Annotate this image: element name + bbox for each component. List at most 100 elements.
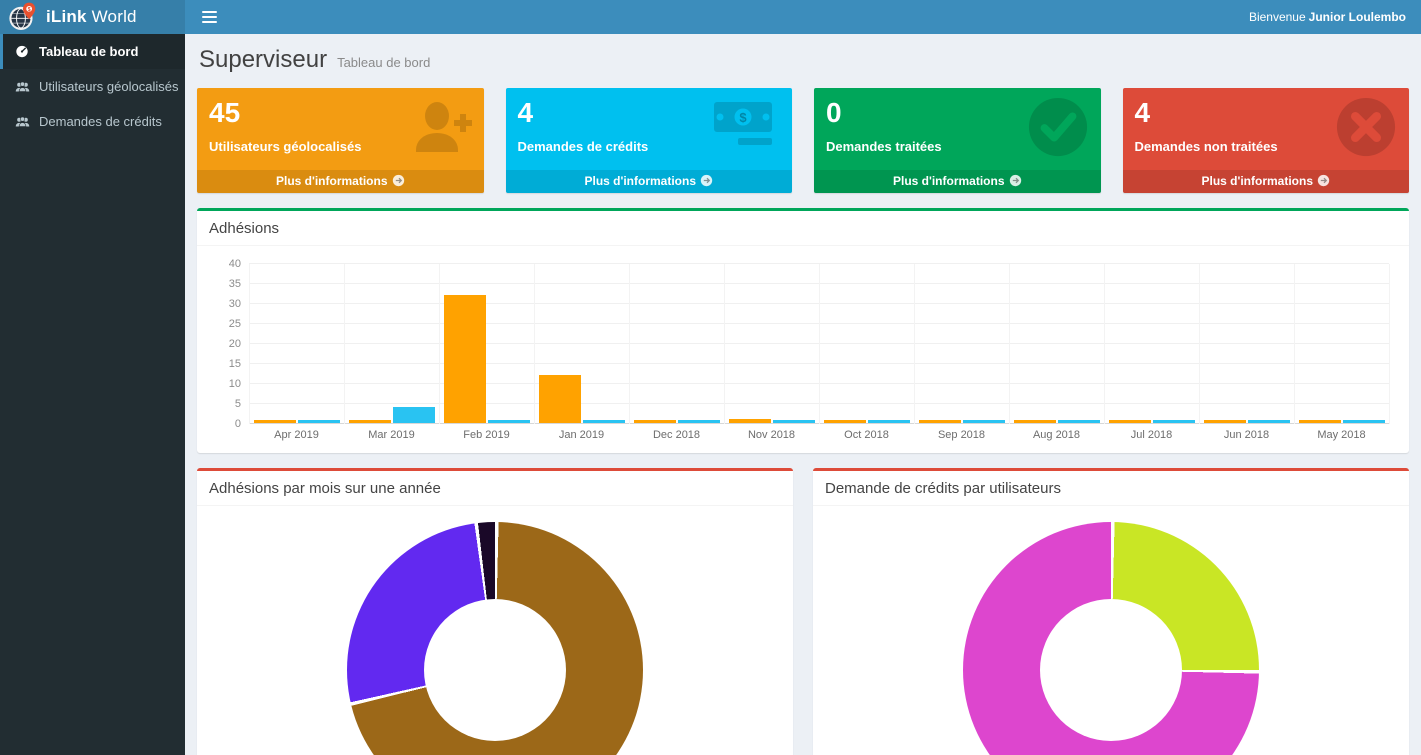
bar-serie-orange <box>918 419 961 423</box>
donut-panels-row: Adhésions par mois sur une année Demande… <box>197 467 1409 755</box>
sidebar-item-demandes-de-credits[interactable]: Demandes de crédits <box>0 104 185 139</box>
bar-serie-orange <box>253 419 296 423</box>
users-icon <box>14 81 30 93</box>
brand-name: iLink World <box>46 7 137 26</box>
sidebar-item-utilisateurs-geolocalises[interactable]: Utilisateurs géolocalisés <box>0 69 185 104</box>
x-axis-labels: Apr 2019 Mar 2019 Feb 2019 Jan 2019 Dec 2018… <box>249 429 1389 441</box>
sidebar-item-label: Tableau de bord <box>39 44 139 59</box>
x-tick-label: Aug 2018 <box>1032 428 1081 441</box>
sidebar-item-label: Utilisateurs géolocalisés <box>39 79 179 94</box>
stat-card: 4 Demandes de crédits $ <box>505 88 792 193</box>
svg-text:$: $ <box>28 7 31 13</box>
bar-serie-orange <box>823 419 866 423</box>
bar-serie-bleue <box>1057 419 1100 423</box>
x-tick-label: Sep 2018 <box>937 428 986 441</box>
gridline-x <box>249 263 250 424</box>
gridline-x <box>1389 263 1390 424</box>
user-plus-icon <box>408 96 472 163</box>
bar-group <box>914 419 1009 423</box>
bar-serie-bleue <box>772 419 815 423</box>
x-tick-label: Jan 2019 <box>558 428 605 441</box>
bar-chart: 0 5 10 15 20 25 30 35 40 <box>229 256 1390 430</box>
gridline-x <box>534 263 535 424</box>
gridline-x <box>629 263 630 424</box>
gridline-x <box>439 263 440 424</box>
gridline-x <box>914 263 915 424</box>
bar-serie-bleue <box>1152 419 1195 423</box>
panel-title: Adhésions par mois sur une année <box>197 471 793 506</box>
bar-serie-bleue <box>487 419 530 423</box>
gridline-x <box>1199 263 1200 424</box>
bar-serie-bleue <box>392 406 435 423</box>
bar-group <box>1009 419 1104 423</box>
page-title: Superviseur <box>199 46 328 73</box>
y-tick-label: 0 <box>234 417 241 430</box>
sidebar-item-label: Demandes de crédits <box>39 114 162 129</box>
bar-serie-bleue <box>582 419 625 423</box>
bar-group <box>344 406 439 423</box>
bar-serie-orange <box>1298 419 1341 423</box>
hamburger-icon[interactable] <box>198 5 221 29</box>
more-info-link[interactable]: Plus d'informations <box>814 169 1101 193</box>
x-tick-label: Nov 2018 <box>747 428 796 441</box>
gridline-x <box>819 263 820 424</box>
adhesions-panel: Adhésions 0 5 10 15 20 25 30 35 40 Apr 2019 Mar 2… <box>197 207 1409 453</box>
globe-pin-logo-icon: $ <box>8 2 38 32</box>
welcome-prefix: Bienvenue <box>1248 10 1306 24</box>
sidebar-item-tableau-de-bord[interactable]: Tableau de bord <box>0 34 185 69</box>
x-tick-label: Feb 2019 <box>463 428 510 441</box>
gridline-y <box>249 262 1389 264</box>
bar-serie-bleue <box>1247 419 1290 423</box>
svg-text:$: $ <box>739 110 747 125</box>
y-tick-label: 5 <box>234 397 241 410</box>
arrow-circle-right-icon <box>392 174 405 187</box>
gridline-x <box>1009 263 1010 424</box>
x-tick-label: Dec 2018 <box>652 428 701 441</box>
adhesions-donut-panel: Adhésions par mois sur une année <box>197 467 793 755</box>
bar-serie-orange <box>443 294 486 423</box>
stat-label: Demandes non traitées <box>1134 138 1278 154</box>
stat-cards-row: 45 Utilisateurs géolocalisés Plus d'info… <box>197 88 1409 193</box>
bar-serie-bleue <box>867 419 910 423</box>
more-info-link[interactable]: Plus d'informations <box>1122 169 1409 193</box>
bar-group <box>249 419 344 423</box>
more-info-link[interactable]: Plus d'informations <box>505 169 792 193</box>
stat-value: 4 <box>1134 97 1151 128</box>
main-content: Superviseur Tableau de bord 45 Utilisate… <box>185 34 1421 755</box>
bar-group <box>819 419 914 423</box>
bar-serie-orange <box>728 418 771 423</box>
welcome-user-name: Junior Loulembo <box>1308 10 1406 24</box>
x-tick-label: Mar 2019 <box>368 428 415 441</box>
bar-group <box>724 418 819 423</box>
brand-logo[interactable]: $ iLink World <box>0 0 185 34</box>
more-info-link[interactable]: Plus d'informations <box>197 169 484 193</box>
stat-label: Demandes traitées <box>826 138 942 154</box>
stat-card: 4 Demandes non traitées Plus d'informati… <box>1122 88 1409 193</box>
y-tick-label: 20 <box>228 337 241 350</box>
y-tick-label: 30 <box>228 297 241 310</box>
money-icon: $ <box>712 96 780 153</box>
bar-serie-orange <box>1108 419 1151 423</box>
bar-serie-orange <box>538 374 581 423</box>
y-tick-label: 10 <box>228 377 241 390</box>
stat-label: Utilisateurs géolocalisés <box>209 138 362 154</box>
x-tick-label: Oct 2018 <box>844 428 889 441</box>
bar-serie-orange <box>633 419 676 423</box>
times-circle-icon <box>1335 96 1397 163</box>
stat-card: 0 Demandes traitées Plus d'informations <box>814 88 1101 193</box>
welcome-text[interactable]: Bienvenue Junior Loulembo <box>1249 10 1406 24</box>
bar-serie-bleue <box>1342 419 1385 423</box>
bar-group <box>1294 419 1389 423</box>
bar-serie-orange <box>348 419 391 423</box>
bar-group <box>1104 419 1199 423</box>
stat-label: Demandes de crédits <box>517 138 649 154</box>
dashboard-icon <box>14 45 30 58</box>
users-icon <box>14 116 30 128</box>
stat-card: 45 Utilisateurs géolocalisés Plus d'info… <box>197 88 484 193</box>
y-tick-label: 25 <box>228 317 241 330</box>
x-tick-label: May 2018 <box>1317 428 1366 441</box>
donut-chart-adhesions <box>347 521 643 755</box>
bar-serie-bleue <box>677 419 720 423</box>
donut-chart-credits <box>963 521 1259 755</box>
gridline-x <box>1104 263 1105 424</box>
